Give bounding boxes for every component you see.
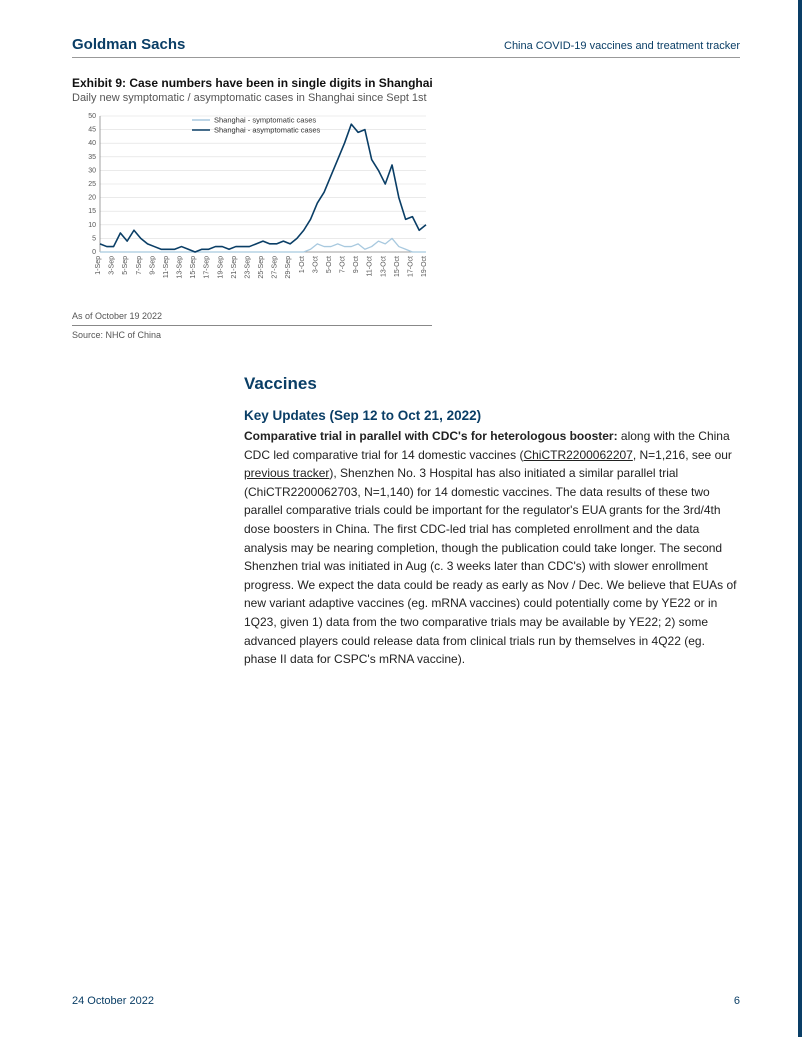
svg-text:15-Oct: 15-Oct bbox=[394, 256, 401, 277]
svg-text:11-Sep: 11-Sep bbox=[163, 256, 170, 278]
svg-text:5: 5 bbox=[92, 235, 96, 242]
footer-date: 24 October 2022 bbox=[72, 995, 154, 1007]
svg-text:30: 30 bbox=[88, 167, 96, 174]
svg-text:15-Sep: 15-Sep bbox=[190, 256, 197, 279]
section-heading: Vaccines bbox=[244, 374, 740, 394]
svg-text:0: 0 bbox=[92, 249, 96, 256]
svg-text:Shanghai - symptomatic cases: Shanghai - symptomatic cases bbox=[214, 116, 316, 125]
svg-text:25-Sep: 25-Sep bbox=[258, 256, 265, 279]
svg-text:7-Sep: 7-Sep bbox=[136, 256, 143, 275]
svg-text:21-Sep: 21-Sep bbox=[231, 256, 238, 279]
svg-text:19-Sep: 19-Sep bbox=[217, 256, 224, 279]
svg-text:3-Sep: 3-Sep bbox=[109, 256, 116, 275]
chart-divider bbox=[72, 325, 432, 326]
svg-text:13-Oct: 13-Oct bbox=[380, 256, 387, 277]
svg-text:35: 35 bbox=[88, 154, 96, 161]
link-previous-tracker[interactable]: previous tracker bbox=[244, 466, 329, 480]
body-paragraph: Comparative trial in parallel with CDC's… bbox=[244, 427, 740, 669]
exhibit-subtitle: Daily new symptomatic / asymptomatic cas… bbox=[72, 92, 740, 104]
svg-text:13-Sep: 13-Sep bbox=[177, 256, 184, 279]
svg-text:23-Sep: 23-Sep bbox=[244, 256, 251, 279]
svg-text:1-Oct: 1-Oct bbox=[299, 256, 306, 273]
chart-container: 0 5 10 15 20 25 30 35 40 45 50 1-Sep 3-Sep 5-Sep 7-Sep… bbox=[72, 110, 432, 305]
svg-text:19-Oct: 19-Oct bbox=[421, 256, 428, 277]
footer-page: 6 bbox=[734, 995, 740, 1007]
lead-bold: Comparative trial in parallel with CDC's… bbox=[244, 429, 618, 443]
svg-text:5-Oct: 5-Oct bbox=[326, 256, 333, 273]
body-text-2: , N=1,216, see our bbox=[633, 448, 732, 462]
svg-text:5-Sep: 5-Sep bbox=[122, 256, 129, 275]
svg-text:15: 15 bbox=[88, 208, 96, 215]
svg-text:9-Oct: 9-Oct bbox=[353, 256, 360, 273]
svg-text:29-Sep: 29-Sep bbox=[285, 256, 292, 279]
report-title: China COVID-19 vaccines and treatment tr… bbox=[504, 40, 740, 52]
svg-text:9-Sep: 9-Sep bbox=[149, 256, 156, 275]
svg-text:10: 10 bbox=[88, 222, 96, 229]
svg-text:50: 50 bbox=[88, 113, 96, 120]
chart-asof: As of October 19 2022 bbox=[72, 311, 740, 321]
exhibit-block: Exhibit 9: Case numbers have been in sin… bbox=[72, 76, 740, 340]
svg-text:11-Oct: 11-Oct bbox=[367, 256, 374, 277]
body-text-3: ), Shenzhen No. 3 Hospital has also init… bbox=[244, 466, 736, 666]
link-trial-id[interactable]: ChiCTR2200062207 bbox=[523, 448, 632, 462]
svg-text:40: 40 bbox=[88, 140, 96, 147]
body-section: Vaccines Key Updates (Sep 12 to Oct 21, … bbox=[244, 374, 740, 669]
chart-source: Source: NHC of China bbox=[72, 330, 740, 340]
page-footer: 24 October 2022 6 bbox=[72, 995, 740, 1007]
section-subheading: Key Updates (Sep 12 to Oct 21, 2022) bbox=[244, 408, 740, 423]
page: Goldman Sachs China COVID-19 vaccines an… bbox=[0, 0, 802, 1037]
svg-text:25: 25 bbox=[88, 181, 96, 188]
svg-text:20: 20 bbox=[88, 195, 96, 202]
exhibit-title: Exhibit 9: Case numbers have been in sin… bbox=[72, 76, 740, 90]
svg-text:7-Oct: 7-Oct bbox=[340, 256, 347, 273]
svg-text:27-Sep: 27-Sep bbox=[272, 256, 279, 279]
svg-text:3-Oct: 3-Oct bbox=[312, 256, 319, 273]
svg-text:1-Sep: 1-Sep bbox=[95, 256, 102, 275]
svg-text:Shanghai - asymptomatic cases: Shanghai - asymptomatic cases bbox=[214, 126, 321, 135]
line-chart: 0 5 10 15 20 25 30 35 40 45 50 1-Sep 3-Sep 5-Sep 7-Sep… bbox=[72, 110, 432, 300]
svg-text:45: 45 bbox=[88, 127, 96, 134]
svg-text:17-Oct: 17-Oct bbox=[407, 256, 414, 277]
brand-text: Goldman Sachs bbox=[72, 36, 185, 53]
page-header: Goldman Sachs China COVID-19 vaccines an… bbox=[72, 36, 740, 58]
svg-text:17-Sep: 17-Sep bbox=[204, 256, 211, 279]
